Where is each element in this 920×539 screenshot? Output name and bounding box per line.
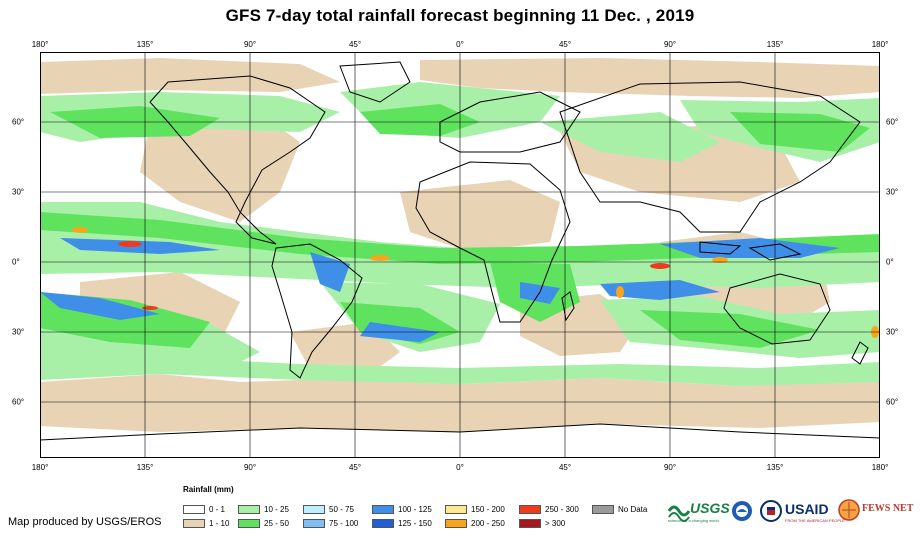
lon-label-top: 135° [136,40,154,49]
africa-outline [415,161,571,323]
legend-label: 50 - 75 [329,504,354,514]
legend-swatch [372,504,394,514]
legend-label: 25 - 50 [264,518,289,528]
legend-swatch [372,518,394,528]
legend-item: 0 - 1 [183,504,225,514]
legend-swatch [519,518,541,528]
lon-label-top: 90° [663,40,677,49]
globe-icon [838,499,860,521]
dhs-seal [760,500,782,522]
legend-label: No Data [618,504,648,514]
legend-item: 250 - 300 [519,504,579,514]
lon-label-bottom: 45° [558,463,572,472]
legend-swatch [592,504,614,514]
legend-item: 150 - 200 [445,504,505,514]
usgs-logo: USGS science for a changing world [667,497,730,527]
lat-label-left: 30° [12,187,25,197]
lon-label-top: 90° [243,40,257,49]
noaa-logo [731,500,753,522]
legend-swatch [303,518,325,528]
lon-label-top: 45° [558,40,572,49]
usgs-wave-icon [667,505,691,522]
lon-label-bottom: 0° [456,463,464,472]
lon-label-bottom: 45° [348,463,362,472]
legend-label: 100 - 125 [398,504,432,514]
south-america-outline [271,243,363,379]
legend-swatch [445,504,467,514]
fewsnet-logo: FEWS NET [838,499,914,525]
legend-swatch [238,518,260,528]
lon-label-top: 45° [348,40,362,49]
legend-item: 1 - 10 [183,518,229,528]
lat-label-left: 0° [12,257,20,267]
legend-label: 250 - 300 [545,504,579,514]
lat-label-right: 60° [886,117,899,127]
lat-label-right: 30° [886,187,899,197]
lat-label-right: 30° [886,327,899,337]
lon-label-top: 135° [766,40,784,49]
usgs-tagline: science for a changing world [668,518,719,523]
lon-label-bottom: 90° [663,463,677,472]
legend-label: > 300 [545,518,566,528]
legend-item: > 300 [519,518,565,528]
legend-item: 25 - 50 [238,518,289,528]
legend-label: 1 - 10 [209,518,230,528]
graticule [40,52,880,458]
legend-label: 75 - 100 [329,518,359,528]
lon-label-top: 0° [456,40,464,49]
lon-label-top: 180° [871,40,889,49]
usaid-logo: USAID FROM THE AMERICAN PEOPLE [785,501,845,527]
map-title: GFS 7-day total rainfall forecast beginn… [225,6,695,25]
legend-swatch [183,504,205,514]
lon-label-bottom: 135° [136,463,154,472]
legend-item: 200 - 250 [445,518,505,528]
legend-label: 150 - 200 [471,504,505,514]
legend-item: 75 - 100 [303,518,358,528]
noaa-bird-icon [732,501,752,521]
legend-item: No Data [592,504,647,514]
legend-item: 10 - 25 [238,504,289,514]
lon-label-bottom: 180° [31,463,49,472]
usaid-tagline: FROM THE AMERICAN PEOPLE [785,518,845,523]
usaid-wordmark: USAID [785,501,829,517]
north-america-outline [149,75,326,245]
asia-outline [559,81,861,233]
legend-swatch [183,518,205,528]
lat-label-left: 60° [12,117,25,127]
europe-outline [439,91,581,153]
lon-label-bottom: 90° [243,463,257,472]
legend-swatch [519,504,541,514]
lat-label-left: 60° [12,397,25,407]
new-zealand-outline [851,341,869,365]
legend-label: 125 - 150 [398,518,432,528]
madagascar-outline [561,291,575,322]
lat-label-left: 30° [12,327,25,337]
legend-item: 50 - 75 [303,504,354,514]
legend-label: 0 - 1 [209,504,226,514]
rainfall-map [40,52,880,458]
map-frame [40,52,880,458]
map-credit: Map produced by USGS/EROS [8,516,162,528]
seal-icon [760,500,782,522]
greenland-outline [339,61,411,103]
australia-outline [723,273,831,345]
lat-label-right: 60° [886,397,899,407]
lon-label-bottom: 135° [766,463,784,472]
legend-swatch [238,504,260,514]
legend-swatch [303,504,325,514]
fewsnet-wordmark: FEWS NET [862,503,914,514]
legend-item: 100 - 125 [372,504,432,514]
indonesia-outline [699,241,742,255]
legend-label: 200 - 250 [471,518,505,528]
legend-item: 125 - 150 [372,518,432,528]
usgs-wordmark: USGS [690,500,730,516]
legend-title: Rainfall (mm) [183,485,234,494]
lon-label-bottom: 180° [871,463,889,472]
lat-label-right: 0° [886,257,894,267]
legend-label: 10 - 25 [264,504,289,514]
lon-label-top: 180° [31,40,49,49]
legend-swatch [445,518,467,528]
